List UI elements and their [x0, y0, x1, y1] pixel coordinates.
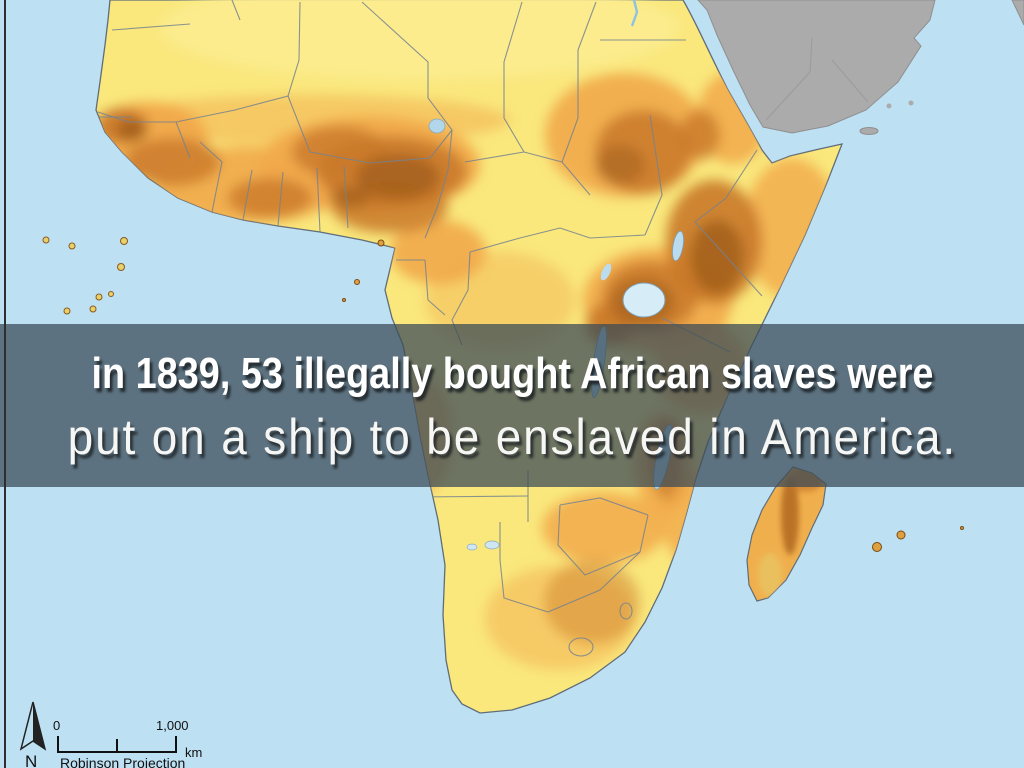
country-borders: [96, 0, 763, 657]
caption-line-1: in 1839, 53 illegally bought African sla…: [91, 348, 933, 398]
arabian-peninsula: [697, 0, 1024, 135]
caption-banner: in 1839, 53 illegally bought African sla…: [0, 324, 1024, 487]
small-islands: [42, 236, 964, 552]
socotra-island: [859, 127, 879, 135]
caption-line-2: put on a ship to be enslaved in America.: [67, 408, 957, 465]
map-left-border: [4, 0, 6, 768]
nile-river: [630, 0, 639, 27]
